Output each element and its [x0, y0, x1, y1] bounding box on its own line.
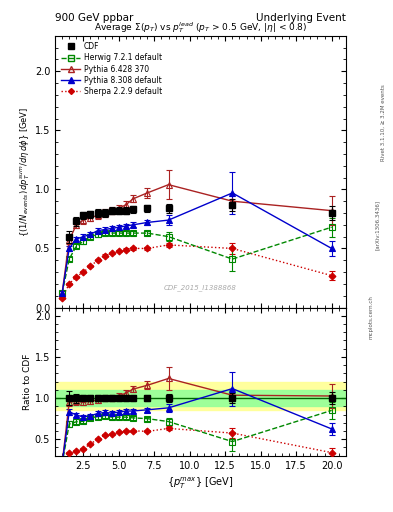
CDF — [145, 205, 150, 211]
Text: Underlying Event: Underlying Event — [256, 13, 346, 23]
Sherpa 2.2.9 default — [109, 250, 114, 256]
Pythia 6.428 370 — [81, 217, 86, 223]
Pythia 6.428 370 — [131, 196, 136, 202]
Y-axis label: Ratio to CDF: Ratio to CDF — [23, 353, 32, 410]
Pythia 8.308 default — [116, 224, 121, 230]
Legend: CDF, Herwig 7.2.1 default, Pythia 6.428 370, Pythia 8.308 default, Sherpa 2.2.9 : CDF, Herwig 7.2.1 default, Pythia 6.428 … — [59, 39, 165, 98]
Sherpa 2.2.9 default — [329, 272, 334, 279]
Pythia 8.308 default — [88, 231, 93, 238]
Pythia 6.428 370 — [60, 290, 64, 296]
CDF — [329, 210, 334, 216]
Pythia 8.308 default — [166, 217, 171, 223]
Text: 900 GeV ppbar: 900 GeV ppbar — [55, 13, 133, 23]
Sherpa 2.2.9 default — [81, 269, 86, 275]
Title: Average $\Sigma(p_T)$ vs $p_T^{lead}$ ($p_T$ > 0.5 GeV, $|\eta|$ < 0.8): Average $\Sigma(p_T)$ vs $p_T^{lead}$ ($… — [94, 20, 307, 35]
Pythia 6.428 370 — [329, 207, 334, 214]
Pythia 6.428 370 — [123, 202, 128, 208]
Herwig 7.2.1 default — [74, 243, 79, 249]
CDF — [109, 207, 114, 214]
CDF — [166, 205, 171, 211]
Pythia 6.428 370 — [102, 210, 107, 216]
Bar — [55, 390, 346, 407]
Text: Rivet 3.1.10, ≥ 3.2M events: Rivet 3.1.10, ≥ 3.2M events — [381, 84, 386, 161]
Sherpa 2.2.9 default — [131, 245, 136, 251]
CDF — [88, 211, 93, 217]
Text: mcplots.cern.ch: mcplots.cern.ch — [369, 295, 374, 339]
Pythia 6.428 370 — [230, 198, 235, 204]
Pythia 8.308 default — [60, 290, 64, 296]
CDF — [123, 207, 128, 214]
Text: CDF_2015_I1388868: CDF_2015_I1388868 — [164, 285, 237, 291]
Pythia 6.428 370 — [88, 215, 93, 221]
Sherpa 2.2.9 default — [145, 245, 150, 251]
CDF — [95, 210, 100, 216]
Herwig 7.2.1 default — [230, 256, 235, 262]
Sherpa 2.2.9 default — [102, 252, 107, 259]
Herwig 7.2.1 default — [145, 230, 150, 236]
Pythia 8.308 default — [131, 222, 136, 228]
CDF — [230, 202, 235, 208]
Pythia 8.308 default — [81, 233, 86, 240]
Sherpa 2.2.9 default — [60, 295, 64, 301]
Line: Pythia 6.428 370: Pythia 6.428 370 — [59, 182, 334, 296]
Herwig 7.2.1 default — [102, 230, 107, 236]
Pythia 8.308 default — [95, 228, 100, 234]
Pythia 8.308 default — [74, 236, 79, 242]
X-axis label: $\{p_T^{max}\}$ [GeV]: $\{p_T^{max}\}$ [GeV] — [167, 476, 234, 492]
Line: Pythia 8.308 default: Pythia 8.308 default — [59, 190, 334, 296]
Herwig 7.2.1 default — [166, 233, 171, 240]
Sherpa 2.2.9 default — [95, 257, 100, 263]
Sherpa 2.2.9 default — [67, 281, 72, 287]
Herwig 7.2.1 default — [123, 230, 128, 236]
Herwig 7.2.1 default — [131, 230, 136, 236]
CDF — [67, 233, 72, 240]
Herwig 7.2.1 default — [88, 233, 93, 240]
CDF — [102, 210, 107, 216]
Sherpa 2.2.9 default — [88, 263, 93, 269]
CDF — [74, 218, 79, 224]
Pythia 8.308 default — [67, 245, 72, 251]
Herwig 7.2.1 default — [60, 290, 64, 296]
Pythia 6.428 370 — [116, 205, 121, 211]
Pythia 6.428 370 — [145, 190, 150, 196]
Herwig 7.2.1 default — [95, 231, 100, 238]
Pythia 8.308 default — [230, 190, 235, 196]
Y-axis label: $\{(1/N_{events})\,dp_T^{sum}/d\eta\,d\phi\}$ [GeV]: $\{(1/N_{events})\,dp_T^{sum}/d\eta\,d\p… — [18, 106, 32, 237]
Text: [arXiv:1306.3436]: [arXiv:1306.3436] — [375, 200, 380, 250]
Sherpa 2.2.9 default — [230, 245, 235, 251]
Pythia 8.308 default — [329, 245, 334, 251]
Pythia 6.428 370 — [109, 207, 114, 214]
Line: CDF: CDF — [66, 201, 335, 240]
Pythia 6.428 370 — [166, 182, 171, 188]
Pythia 6.428 370 — [74, 222, 79, 228]
Sherpa 2.2.9 default — [166, 242, 171, 248]
Sherpa 2.2.9 default — [123, 247, 128, 253]
Pythia 6.428 370 — [95, 212, 100, 219]
Herwig 7.2.1 default — [109, 230, 114, 236]
Pythia 8.308 default — [102, 226, 107, 232]
CDF — [131, 206, 136, 212]
CDF — [116, 207, 121, 214]
Line: Sherpa 2.2.9 default: Sherpa 2.2.9 default — [60, 243, 334, 301]
Sherpa 2.2.9 default — [74, 274, 79, 280]
CDF — [81, 212, 86, 219]
Herwig 7.2.1 default — [67, 256, 72, 262]
Bar — [55, 381, 346, 411]
Line: Herwig 7.2.1 default: Herwig 7.2.1 default — [59, 224, 334, 296]
Herwig 7.2.1 default — [116, 230, 121, 236]
Herwig 7.2.1 default — [81, 238, 86, 244]
Sherpa 2.2.9 default — [116, 248, 121, 254]
Pythia 8.308 default — [109, 225, 114, 231]
Pythia 8.308 default — [145, 219, 150, 225]
Herwig 7.2.1 default — [329, 224, 334, 230]
Pythia 6.428 370 — [67, 237, 72, 243]
Pythia 8.308 default — [123, 223, 128, 229]
